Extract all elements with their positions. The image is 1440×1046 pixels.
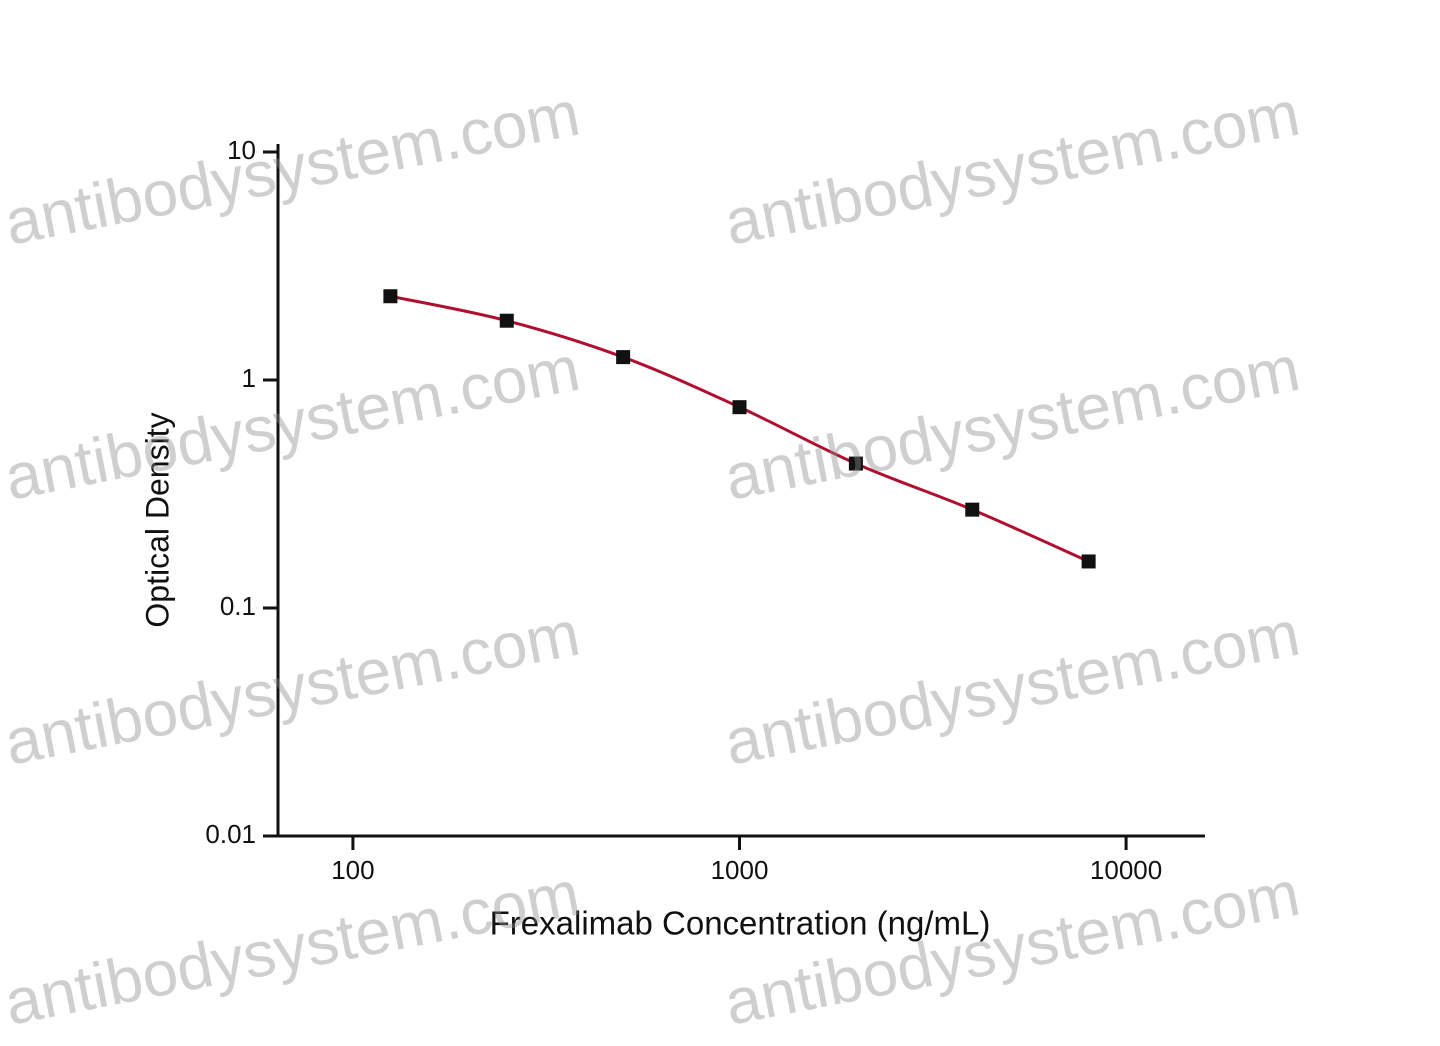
data-point — [1081, 554, 1096, 569]
y-tick-label: 0.1 — [220, 591, 256, 621]
data-point — [848, 456, 863, 471]
x-tick-label: 100 — [331, 855, 374, 885]
y-tick-label: 10 — [227, 135, 256, 165]
data-point — [965, 502, 980, 517]
x-tick-label: 1000 — [711, 855, 769, 885]
x-tick-label: 10000 — [1090, 855, 1162, 885]
data-point — [383, 289, 398, 304]
x-axis-title: Frexalimab Concentration (ng/mL) — [490, 905, 991, 942]
y-tick-label: 1 — [242, 363, 256, 393]
y-tick-label: 0.01 — [205, 819, 256, 849]
y-axis-title: Optical Density — [139, 412, 175, 627]
data-point — [499, 313, 514, 328]
data-point — [616, 350, 631, 365]
data-point — [732, 400, 747, 415]
